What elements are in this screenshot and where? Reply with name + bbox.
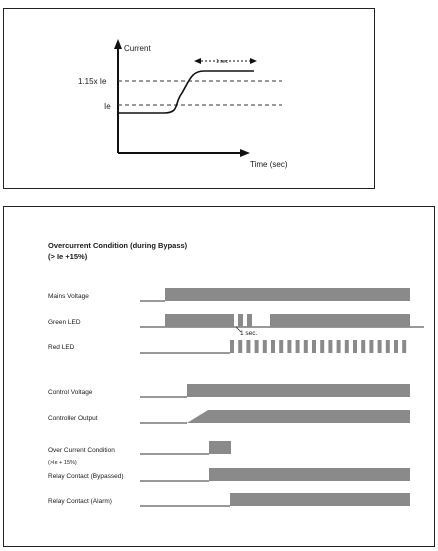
- red-led-pulse: [287, 340, 292, 353]
- row-label-green-led: Green LED: [48, 319, 81, 326]
- red-led-pulse: [328, 340, 333, 353]
- red-led-pulse: [312, 340, 316, 353]
- interval-label: 1 sec: [216, 59, 228, 65]
- signal-control-voltage: [140, 384, 410, 398]
- x-axis-label: Time (sec): [250, 160, 288, 169]
- current-curve: [118, 70, 254, 114]
- y-axis-label: Current: [124, 44, 151, 53]
- timing-diagram-panel: Overcurrent Condition (during Bypass) (>…: [3, 206, 435, 547]
- level-nominal-label: Ie: [104, 102, 111, 111]
- current-time-diagram-panel: Current Time (sec) 1.15x Ie Ie 1 sec: [3, 8, 375, 189]
- red-led-pulse: [279, 340, 284, 353]
- red-led-pulse: [369, 340, 374, 353]
- signal-controller-output: [140, 410, 410, 424]
- red-led-pulse: [385, 340, 390, 353]
- interval-arrow-right: [250, 58, 257, 64]
- row-label-mains-voltage: Mains Voltage: [48, 293, 89, 300]
- red-led-pulse: [238, 340, 243, 353]
- red-led-pulse: [320, 340, 325, 353]
- interval-arrow-left: [194, 58, 201, 64]
- red-led-pulse: [344, 340, 349, 353]
- signal-over-current-condition: [140, 441, 231, 455]
- red-led-pulse: [271, 340, 275, 353]
- red-led-pulse: [402, 340, 407, 353]
- signal-relay-bypassed: [140, 468, 410, 482]
- signal-red-led: [140, 340, 407, 354]
- red-led-pulse: [377, 340, 382, 353]
- row-label-red-led: Red LED: [48, 344, 75, 351]
- signal-relay-alarm: [140, 493, 410, 507]
- row-label-over-current-condition: Over Current Condition: [48, 447, 115, 454]
- timing-diagram: Overcurrent Condition (during Bypass) (>…: [48, 241, 424, 507]
- red-led-pulse: [336, 340, 341, 353]
- red-led-pulse: [246, 340, 251, 353]
- row-label-controller-output: Controller Output: [48, 415, 98, 422]
- signal-green-led: 1 sec.: [140, 314, 424, 337]
- current-time-graph: Current Time (sec) 1.15x Ie Ie 1 sec: [78, 39, 288, 169]
- red-led-pulse: [394, 340, 398, 353]
- red-led-pulse: [230, 340, 234, 353]
- row-label-relay-alarm: Relay Contact (Alarm): [48, 498, 112, 505]
- green-led-interval-label: 1 sec.: [240, 330, 258, 337]
- signal-mains-voltage: [140, 288, 410, 302]
- row-sublabel-over-current: (>Ie + 15%): [48, 460, 77, 466]
- red-led-pulse: [295, 340, 300, 353]
- row-label-control-voltage: Control Voltage: [48, 389, 93, 396]
- red-led-pulse: [353, 340, 357, 353]
- red-led-pulse: [303, 340, 308, 353]
- diagram-title: Overcurrent Condition (during Bypass): [48, 241, 188, 250]
- diagram-subtitle: (> Ie +15%): [48, 252, 88, 261]
- red-led-pulse: [361, 340, 366, 353]
- red-led-pulse: [262, 340, 267, 353]
- level-high-label: 1.15x Ie: [78, 77, 107, 86]
- row-label-relay-bypassed: Relay Contact (Bypassed): [48, 473, 124, 480]
- y-axis-arrowhead: [114, 39, 122, 49]
- x-axis-arrowhead: [240, 149, 250, 157]
- red-led-pulse: [254, 340, 259, 353]
